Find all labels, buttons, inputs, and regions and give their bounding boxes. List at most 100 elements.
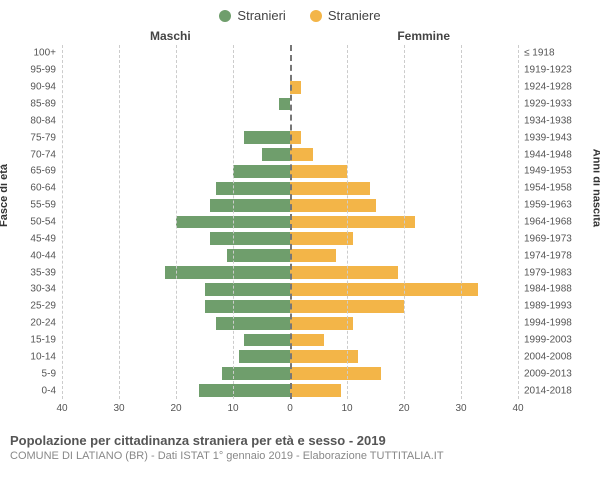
legend-label-female: Straniere	[328, 8, 381, 23]
birth-label: 2004-2008	[524, 351, 594, 362]
age-label: 15-19	[6, 335, 56, 346]
xtick-label: 30	[455, 403, 466, 414]
bar-female	[290, 199, 376, 212]
age-label: 0-4	[6, 385, 56, 396]
birth-label: 1969-1973	[524, 233, 594, 244]
age-label: 45-49	[6, 233, 56, 244]
xtick-label: 20	[170, 403, 181, 414]
header-female: Femmine	[397, 29, 450, 43]
bar-male	[205, 300, 291, 313]
bar-female	[290, 334, 324, 347]
birth-label: 2014-2018	[524, 385, 594, 396]
bar-female	[290, 266, 398, 279]
bar-female	[290, 283, 478, 296]
bar-male	[244, 131, 290, 144]
birth-label: 1999-2003	[524, 335, 594, 346]
age-label: 35-39	[6, 267, 56, 278]
legend-swatch-female	[310, 10, 322, 22]
birth-label: 1974-1978	[524, 250, 594, 261]
chart-subtitle: COMUNE DI LATIANO (BR) - Dati ISTAT 1° g…	[10, 450, 590, 462]
birth-label: 1989-1993	[524, 301, 594, 312]
xtick-label: 40	[512, 403, 523, 414]
bar-female	[290, 216, 415, 229]
pyramid-chart: Maschi Femmine Fasce di età Anni di nasc…	[0, 27, 600, 427]
bar-female	[290, 182, 370, 195]
chart-footer: Popolazione per cittadinanza straniera p…	[0, 427, 600, 462]
age-label: 75-79	[6, 132, 56, 143]
birth-label: 1924-1928	[524, 82, 594, 93]
birth-label: ≤ 1918	[524, 48, 594, 59]
birth-label: 1994-1998	[524, 318, 594, 329]
xtick-label: 0	[287, 403, 293, 414]
birth-label: 1984-1988	[524, 284, 594, 295]
age-label: 5-9	[6, 368, 56, 379]
legend: Stranieri Straniere	[0, 0, 600, 27]
xtick-label: 30	[113, 403, 124, 414]
bar-female	[290, 317, 353, 330]
bar-female	[290, 148, 313, 161]
bar-male	[262, 148, 291, 161]
xtick-label: 10	[227, 403, 238, 414]
bar-male	[279, 98, 290, 111]
age-label: 50-54	[6, 217, 56, 228]
birth-label: 1959-1963	[524, 200, 594, 211]
birth-label: 2009-2013	[524, 368, 594, 379]
birth-label: 1934-1938	[524, 115, 594, 126]
legend-item-female: Straniere	[310, 8, 381, 23]
age-label: 60-64	[6, 183, 56, 194]
bar-male	[165, 266, 290, 279]
legend-swatch-male	[219, 10, 231, 22]
bar-female	[290, 165, 347, 178]
age-label: 80-84	[6, 115, 56, 126]
bar-male	[216, 317, 290, 330]
age-label: 85-89	[6, 99, 56, 110]
legend-item-male: Stranieri	[219, 8, 285, 23]
gridline	[233, 45, 234, 399]
chart-title: Popolazione per cittadinanza straniera p…	[10, 433, 590, 448]
birth-label: 1944-1948	[524, 149, 594, 160]
bar-male	[222, 367, 290, 380]
gridline	[119, 45, 120, 399]
bar-female	[290, 232, 353, 245]
bar-male	[210, 232, 290, 245]
bar-male	[210, 199, 290, 212]
legend-label-male: Stranieri	[237, 8, 285, 23]
plot-area: 100+≤ 191895-991919-192390-941924-192885…	[62, 45, 518, 399]
bar-male	[239, 350, 290, 363]
age-label: 100+	[6, 48, 56, 59]
age-label: 95-99	[6, 65, 56, 76]
age-label: 20-24	[6, 318, 56, 329]
xtick-label: 40	[56, 403, 67, 414]
gridline	[461, 45, 462, 399]
bar-female	[290, 249, 336, 262]
birth-label: 1954-1958	[524, 183, 594, 194]
age-label: 25-29	[6, 301, 56, 312]
age-label: 55-59	[6, 200, 56, 211]
xtick-label: 20	[398, 403, 409, 414]
age-label: 70-74	[6, 149, 56, 160]
xaxis-ticks: 40302010010203040	[62, 403, 518, 417]
xtick-label: 10	[341, 403, 352, 414]
birth-label: 1979-1983	[524, 267, 594, 278]
bar-female	[290, 384, 341, 397]
bar-male	[244, 334, 290, 347]
age-label: 65-69	[6, 166, 56, 177]
gridline	[62, 45, 63, 399]
gridline	[176, 45, 177, 399]
bar-male	[205, 283, 291, 296]
age-label: 10-14	[6, 351, 56, 362]
gridline	[347, 45, 348, 399]
age-label: 40-44	[6, 250, 56, 261]
birth-label: 1939-1943	[524, 132, 594, 143]
gridline	[404, 45, 405, 399]
bar-male	[199, 384, 290, 397]
bar-male	[233, 165, 290, 178]
birth-label: 1929-1933	[524, 99, 594, 110]
birth-label: 1949-1953	[524, 166, 594, 177]
bar-male	[227, 249, 290, 262]
bar-female	[290, 350, 358, 363]
age-label: 90-94	[6, 82, 56, 93]
axis-zero-line	[290, 45, 292, 399]
birth-label: 1919-1923	[524, 65, 594, 76]
bar-male	[216, 182, 290, 195]
